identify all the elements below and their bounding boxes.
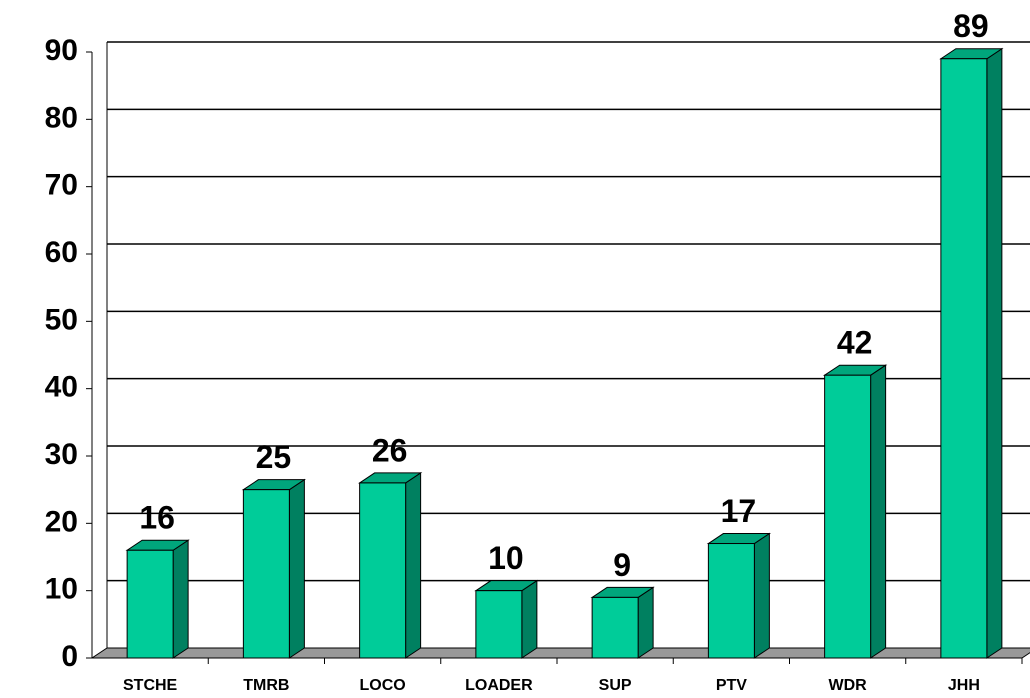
- bar: [590, 586, 655, 659]
- bar-front: [940, 58, 988, 659]
- bar: [939, 47, 1004, 659]
- bar-front: [359, 482, 407, 659]
- x-tick-label: TMRB: [243, 677, 289, 694]
- value-label: 42: [837, 325, 873, 361]
- bar-front: [126, 549, 174, 659]
- bar-side: [288, 478, 305, 659]
- bar-front: [707, 543, 755, 659]
- bar: [822, 364, 888, 659]
- y-tick-label: 70: [45, 169, 78, 202]
- x-tick-label: SUP: [599, 677, 632, 694]
- bar: [125, 539, 190, 659]
- bar-front: [824, 374, 872, 659]
- value-label: 17: [721, 493, 757, 529]
- floor: [90, 647, 1030, 659]
- bar-front: [242, 489, 290, 659]
- x-tick-label: STCHE: [123, 677, 178, 694]
- bar-side: [172, 539, 189, 659]
- bar: [706, 532, 772, 659]
- value-label: 25: [256, 439, 292, 475]
- bar-front: [475, 590, 523, 659]
- y-tick-label: 0: [61, 640, 78, 673]
- x-tick-label: WDR: [829, 677, 868, 694]
- x-tick-label: LOCO: [360, 677, 406, 694]
- bar-side: [986, 47, 1003, 659]
- bar: [474, 579, 539, 659]
- y-tick-label: 90: [45, 34, 78, 67]
- x-tick-label: PTV: [716, 677, 747, 694]
- value-label: 10: [488, 540, 524, 576]
- y-tick-label: 50: [45, 303, 78, 336]
- value-label: 26: [372, 432, 408, 468]
- y-tick-label: 10: [45, 573, 78, 606]
- bar-side: [870, 364, 887, 659]
- bar-side: [637, 586, 654, 659]
- bar-side: [753, 532, 770, 659]
- y-tick-label: 80: [45, 101, 78, 134]
- bar-side: [405, 471, 422, 659]
- y-tick-label: 60: [45, 236, 78, 269]
- value-label: 16: [139, 500, 175, 536]
- y-tick-label: 30: [45, 438, 78, 471]
- bar: [357, 471, 423, 659]
- value-label: 9: [613, 547, 631, 583]
- y-tick-label: 40: [45, 371, 78, 404]
- value-label: 89: [953, 8, 989, 44]
- x-tick-label: JHH: [948, 677, 980, 694]
- x-tick-label: LOADER: [465, 677, 533, 694]
- bar-front: [591, 596, 639, 659]
- bar: [241, 478, 307, 659]
- bar-side: [521, 579, 538, 659]
- y-tick-label: 20: [45, 505, 78, 538]
